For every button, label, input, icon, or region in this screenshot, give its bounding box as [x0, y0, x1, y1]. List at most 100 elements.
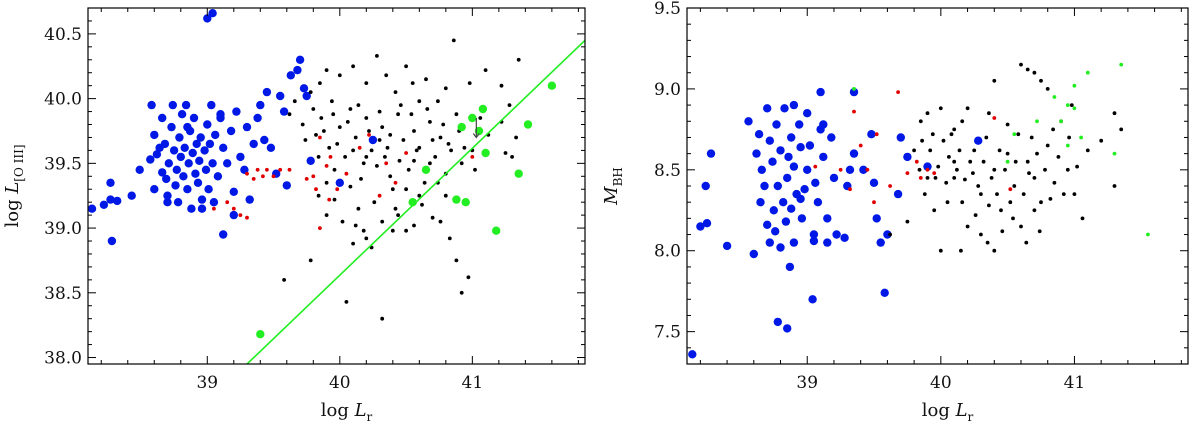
data-point — [208, 9, 217, 18]
data-point — [920, 138, 924, 143]
data-point — [172, 165, 181, 174]
data-point — [992, 167, 997, 172]
data-point — [787, 133, 796, 142]
data-point — [106, 195, 115, 204]
data-point — [127, 191, 136, 200]
data-point — [201, 165, 211, 174]
data-point — [872, 200, 876, 205]
data-point — [829, 173, 839, 183]
data-point — [238, 213, 243, 218]
data-point — [401, 138, 406, 142]
data-point — [107, 236, 117, 246]
data-point — [1112, 111, 1117, 116]
data-point — [353, 223, 358, 228]
data-point — [1025, 67, 1030, 72]
data-point — [364, 81, 369, 85]
data-point — [343, 155, 347, 159]
data-point — [923, 162, 932, 171]
data-point — [936, 164, 941, 169]
data-point — [701, 181, 710, 191]
data-point — [941, 138, 946, 143]
data-point — [1052, 95, 1057, 99]
data-point — [377, 138, 382, 142]
data-point — [848, 187, 852, 192]
data-point — [162, 174, 171, 184]
data-point — [203, 14, 212, 23]
data-point — [984, 135, 989, 140]
data-point — [1000, 229, 1005, 234]
upper-limit-arrow — [472, 118, 480, 139]
data-point — [1035, 151, 1039, 156]
data-point — [896, 133, 905, 142]
data-point — [1039, 78, 1043, 83]
data-point — [404, 187, 408, 192]
data-point — [361, 161, 366, 166]
data-point — [867, 130, 876, 139]
data-point — [1043, 167, 1047, 172]
data-point — [175, 133, 184, 142]
y-tick-label: 9.5 — [654, 0, 681, 19]
x-axis-label: log Lr — [321, 400, 373, 424]
data-point — [1067, 135, 1071, 140]
x-tick-label: 40 — [930, 373, 952, 393]
data-point — [957, 148, 962, 153]
data-point — [918, 119, 923, 124]
data-point — [1072, 106, 1077, 111]
data-point — [331, 112, 336, 117]
data-point — [955, 167, 959, 172]
data-point — [271, 174, 276, 179]
data-point — [922, 192, 927, 197]
fit-line — [246, 39, 585, 364]
data-point — [992, 78, 997, 83]
data-point — [838, 167, 843, 172]
data-point — [388, 174, 393, 179]
data-point — [425, 107, 430, 111]
data-point — [183, 122, 192, 132]
data-point — [1079, 135, 1083, 140]
data-point — [1011, 216, 1015, 221]
data-point — [348, 107, 353, 111]
data-point — [266, 143, 276, 152]
data-point — [404, 64, 408, 69]
data-point — [158, 168, 167, 177]
data-point — [880, 288, 889, 297]
data-point — [430, 215, 435, 220]
data-point — [523, 120, 533, 129]
data-point — [393, 180, 398, 185]
data-point — [204, 185, 213, 194]
data-point — [852, 87, 856, 91]
data-point — [912, 148, 916, 153]
data-point — [287, 167, 292, 172]
data-point — [1019, 224, 1023, 229]
data-point — [449, 148, 453, 153]
x-tick-label: 41 — [462, 373, 484, 393]
data-point — [803, 165, 812, 174]
data-point — [255, 167, 260, 172]
data-point — [279, 107, 289, 116]
data-point — [192, 139, 201, 149]
data-point — [808, 295, 817, 304]
data-point — [236, 152, 245, 162]
data-point — [979, 192, 983, 197]
data-point — [1005, 159, 1010, 164]
data-point — [308, 90, 313, 94]
data-point — [384, 161, 389, 166]
data-point — [874, 132, 879, 137]
data-point — [772, 120, 781, 129]
data-point — [318, 226, 322, 231]
data-point — [219, 230, 228, 239]
data-point — [938, 106, 943, 111]
data-point — [805, 141, 815, 150]
data-point — [135, 165, 144, 174]
data-point — [262, 87, 272, 97]
data-point — [375, 164, 379, 168]
data-point — [207, 100, 216, 110]
x-tick-label: 40 — [329, 373, 351, 393]
data-point — [481, 148, 490, 158]
y-axis-label: log L[O III] — [2, 144, 26, 227]
data-point — [816, 87, 825, 97]
data-point — [380, 219, 385, 224]
y-tick-label: 7.5 — [654, 323, 681, 343]
data-point — [883, 230, 892, 239]
data-point — [242, 122, 252, 132]
